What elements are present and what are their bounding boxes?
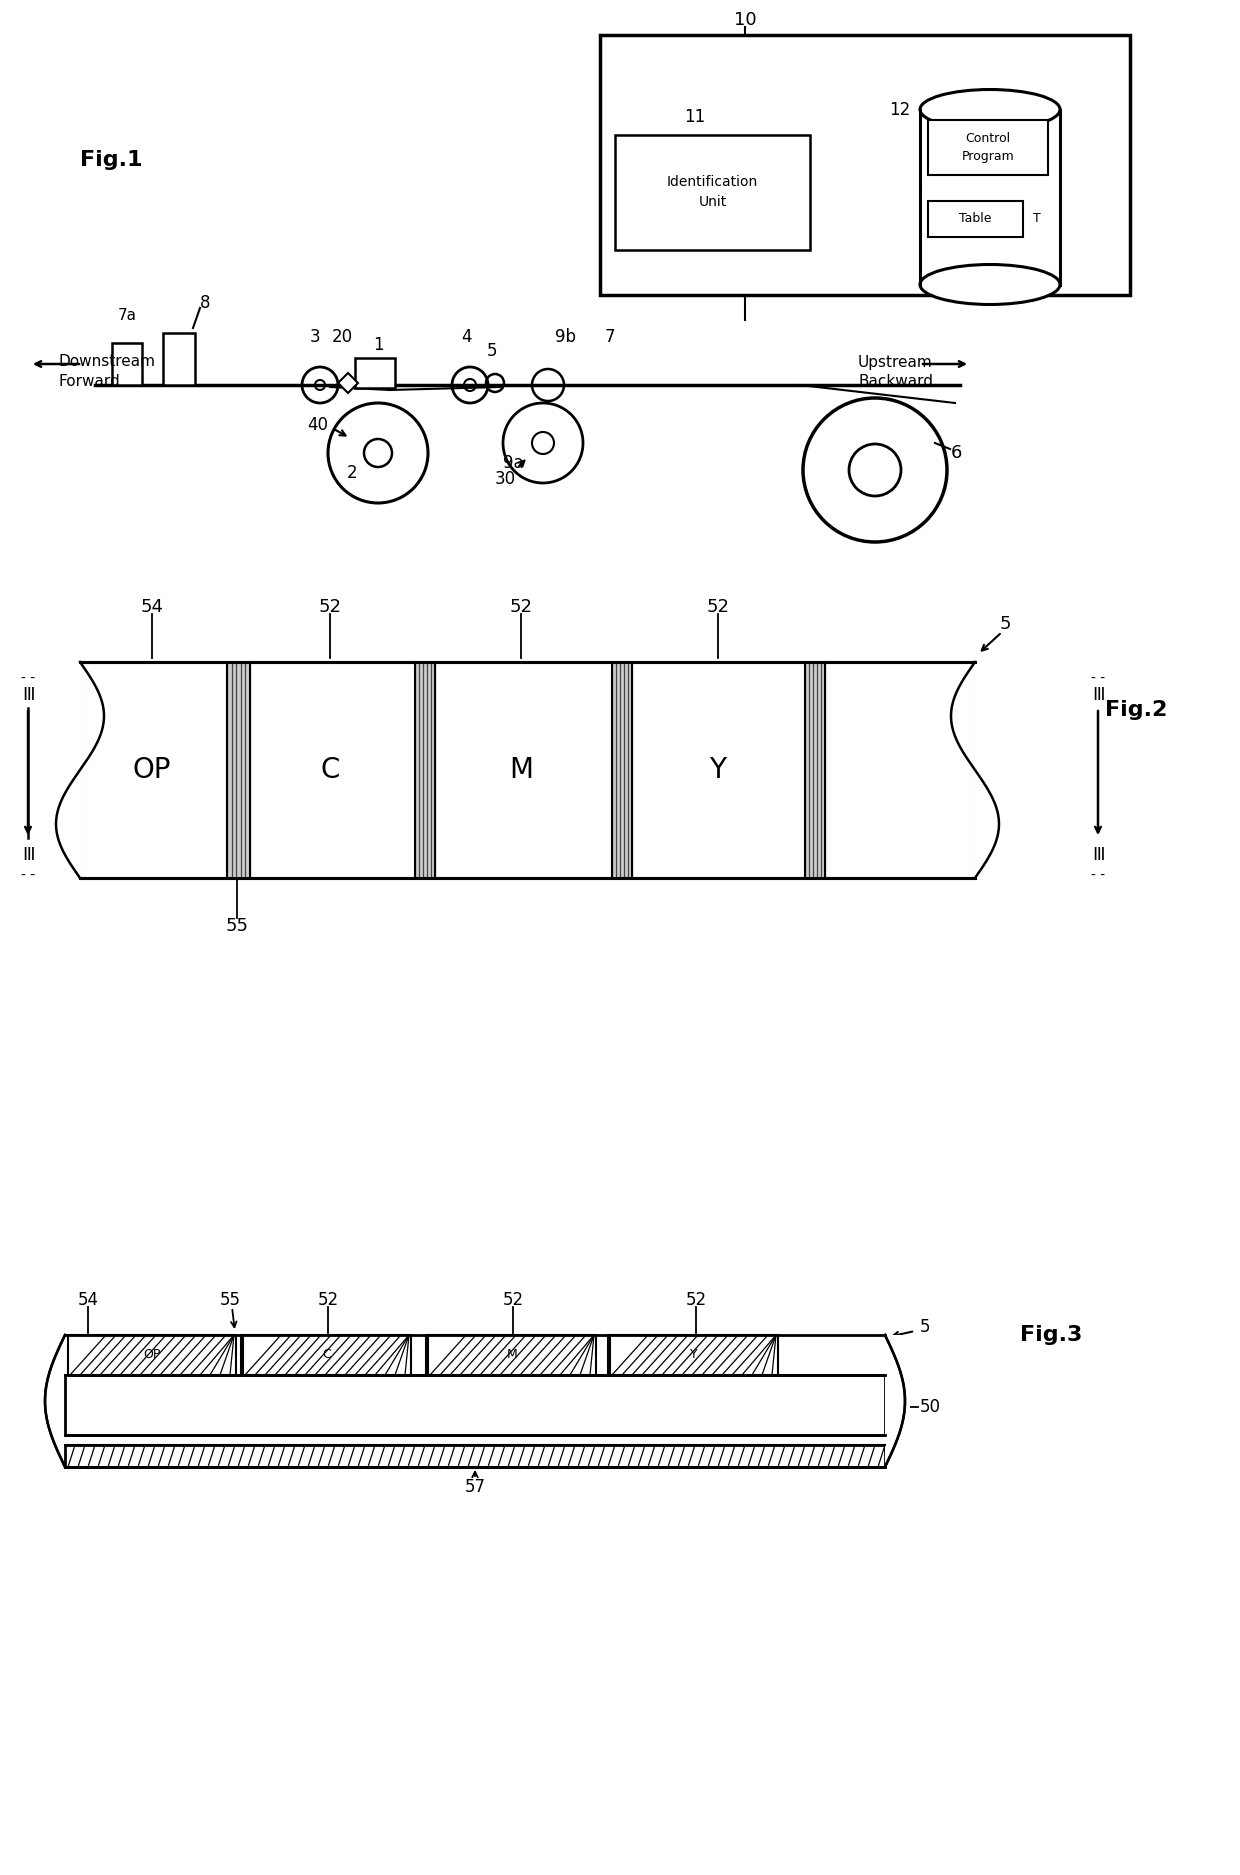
Text: - -: - - (21, 868, 35, 881)
Bar (243, 1335, 410, 1374)
Text: Fig.1: Fig.1 (81, 150, 143, 171)
Text: 9a: 9a (502, 454, 523, 472)
Text: 40: 40 (308, 416, 329, 433)
Bar (64, 1374, 885, 1434)
Text: Downstream: Downstream (58, 354, 155, 369)
Polygon shape (339, 373, 358, 394)
Text: M: M (507, 1348, 517, 1361)
Ellipse shape (920, 90, 1060, 129)
Bar (40, 1335, 63, 1466)
Bar (415, 662, 435, 878)
Text: OP: OP (144, 1348, 161, 1361)
Text: 12: 12 (889, 101, 910, 118)
Text: 6: 6 (950, 444, 962, 461)
Text: Fig.3: Fig.3 (1021, 1326, 1083, 1344)
Text: 7: 7 (605, 328, 615, 347)
Text: 5: 5 (487, 341, 497, 360)
Text: Identification: Identification (667, 176, 758, 189)
Text: Ⅲ: Ⅲ (1091, 686, 1105, 703)
Bar (112, 343, 143, 384)
Text: Upstream: Upstream (858, 354, 932, 369)
Text: 52: 52 (510, 598, 532, 617)
Bar (885, 1335, 910, 1466)
Text: 55: 55 (219, 1292, 241, 1309)
Text: 54: 54 (77, 1292, 98, 1309)
Text: - -: - - (1091, 671, 1105, 684)
Bar (928, 120, 1048, 174)
Bar (928, 201, 1023, 236)
Text: 2: 2 (347, 463, 357, 482)
Ellipse shape (920, 264, 1060, 304)
Text: OP: OP (133, 756, 171, 784)
Bar (600, 36, 1130, 294)
Bar (162, 334, 195, 384)
Text: Y: Y (709, 756, 727, 784)
Text: 54: 54 (140, 598, 164, 617)
Text: - -: - - (1091, 868, 1105, 881)
Text: 10: 10 (734, 11, 756, 28)
Bar (355, 358, 396, 388)
Text: 4: 4 (461, 328, 472, 347)
Bar (55, 662, 82, 878)
Bar (81, 662, 975, 878)
Text: Forward: Forward (58, 373, 120, 388)
Text: C: C (322, 1348, 331, 1361)
Text: 5: 5 (999, 615, 1011, 634)
Bar (64, 1446, 885, 1466)
Text: C: C (320, 756, 340, 784)
Text: 8: 8 (200, 294, 211, 311)
Text: Ⅲ: Ⅲ (1091, 846, 1105, 864)
Text: 52: 52 (502, 1292, 523, 1309)
Bar (610, 1335, 777, 1374)
Bar (428, 1335, 596, 1374)
Text: 7a: 7a (118, 308, 136, 322)
Text: 9b: 9b (556, 328, 577, 347)
Text: 57: 57 (465, 1478, 486, 1496)
Bar (613, 662, 632, 878)
Text: 52: 52 (686, 1292, 707, 1309)
Text: 50: 50 (920, 1399, 941, 1416)
Text: Table: Table (960, 212, 992, 225)
Text: 30: 30 (495, 471, 516, 488)
Text: 5: 5 (920, 1318, 930, 1337)
Text: 52: 52 (319, 598, 341, 617)
Text: Ⅲ: Ⅲ (22, 846, 35, 864)
Text: 20: 20 (331, 328, 352, 347)
Text: Backward: Backward (858, 373, 932, 388)
Text: Y: Y (691, 1348, 698, 1361)
Text: Control: Control (966, 131, 1011, 144)
Text: T: T (1033, 212, 1040, 225)
Text: Fig.2: Fig.2 (1105, 699, 1167, 720)
Bar (615, 135, 810, 249)
Bar (805, 662, 825, 878)
Text: Ⅲ: Ⅲ (22, 686, 35, 703)
Text: Unit: Unit (698, 195, 727, 210)
Bar (227, 662, 250, 878)
Text: 1: 1 (373, 336, 383, 354)
Text: - -: - - (21, 671, 35, 684)
Text: Program: Program (962, 150, 1014, 163)
Text: 11: 11 (684, 109, 706, 126)
Bar (973, 662, 1003, 878)
Text: 52: 52 (707, 598, 729, 617)
Text: 52: 52 (317, 1292, 339, 1309)
Text: 3: 3 (310, 328, 320, 347)
Text: M: M (508, 756, 533, 784)
Text: 55: 55 (226, 917, 248, 936)
Bar (68, 1335, 236, 1374)
